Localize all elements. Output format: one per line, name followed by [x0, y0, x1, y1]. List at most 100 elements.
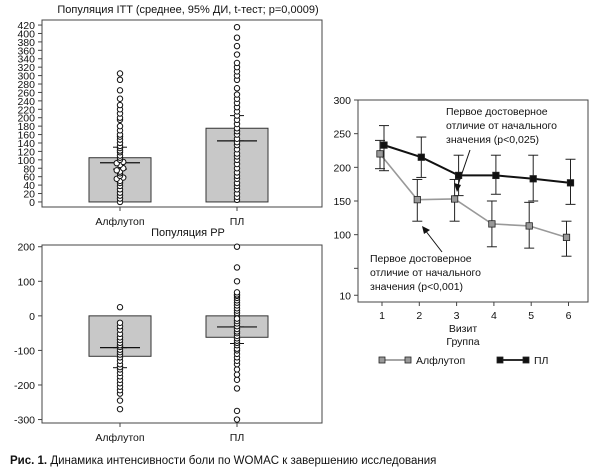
- data-point: [233, 51, 241, 58]
- x-tick-label: 5: [528, 310, 534, 322]
- series-marker: [525, 222, 533, 230]
- y-tick-label: 0: [29, 311, 35, 323]
- data-point: [233, 34, 241, 41]
- annotation-arrow: [424, 229, 443, 253]
- plot-frame: [41, 244, 323, 424]
- plot-frame: [41, 19, 323, 208]
- data-point: [233, 91, 241, 98]
- data-point: [116, 87, 124, 94]
- series-marker: [450, 195, 459, 203]
- series-marker: [376, 150, 384, 158]
- annotation-text: значения (p<0,025): [446, 134, 539, 146]
- y-tick-label: 0: [29, 197, 35, 209]
- data-point: [233, 42, 241, 50]
- series-marker: [529, 175, 537, 183]
- series-marker: [488, 220, 496, 228]
- data-point: [116, 319, 124, 326]
- caption-label: Рис. 1.: [10, 455, 48, 467]
- y-tick-label: 80: [23, 163, 35, 175]
- data-point: [233, 385, 241, 392]
- annotation-text: значения (p<0,001): [370, 281, 463, 293]
- data-point: [233, 243, 241, 250]
- annotation-text: отличие от начального: [370, 267, 481, 279]
- x-tick-label: ПЛ: [230, 216, 245, 228]
- data-point: [116, 76, 124, 84]
- y-tick-label: 160: [17, 130, 35, 142]
- series-marker: [492, 171, 500, 180]
- y-tick-label: 140: [17, 138, 35, 150]
- y-tick-label: 180: [17, 121, 35, 133]
- legend-marker: [496, 356, 504, 364]
- x-tick-label: 2: [416, 310, 422, 322]
- caption-text: Динамика интенсивности боли по WOMAC к з…: [47, 455, 437, 467]
- x-tick-label: 3: [454, 310, 460, 322]
- y-tick-label: 10: [339, 290, 351, 302]
- y-tick-label: 100: [17, 155, 35, 167]
- data-point: [116, 122, 124, 130]
- x-tick-label: 1: [379, 310, 385, 322]
- y-tick-label: 100: [333, 230, 351, 242]
- annotation-arrowhead: [454, 183, 461, 192]
- legend-marker: [378, 356, 386, 364]
- data-point: [116, 70, 124, 77]
- data-point: [233, 407, 241, 415]
- y-tick-label: -200: [14, 380, 35, 392]
- x-tick-label: ПЛ: [230, 432, 245, 444]
- data-point: [233, 278, 241, 285]
- y-tick-label: 250: [333, 129, 351, 141]
- annotation-arrow: [456, 149, 471, 189]
- data-point: [116, 405, 124, 413]
- series-marker: [413, 196, 421, 204]
- data-point: [233, 23, 241, 31]
- annotation-text: Первое достоверное: [446, 106, 548, 118]
- series-line: [379, 153, 567, 239]
- series-marker: [380, 141, 388, 149]
- legend-title: Группа: [446, 336, 479, 348]
- y-tick-label: 300: [333, 95, 351, 107]
- y-tick-label: 20: [23, 189, 35, 201]
- y-tick-label: 200: [17, 242, 35, 254]
- x-tick-label: Алфлутоп: [95, 432, 144, 444]
- series-marker: [417, 153, 425, 161]
- data-point: [116, 304, 124, 311]
- x-tick-label: Алфлутоп: [95, 216, 144, 228]
- y-tick-label: 60: [23, 172, 35, 184]
- y-tick-label: 200: [17, 113, 35, 125]
- y-tick-label: 280: [17, 79, 35, 91]
- y-tick-label: 380: [17, 37, 35, 49]
- y-tick-label: 120: [17, 146, 35, 158]
- series-line: [383, 144, 571, 184]
- y-tick-label: 360: [17, 45, 35, 57]
- y-tick-label: 220: [17, 104, 35, 116]
- pp-chart-title: Популяция PP: [151, 227, 225, 239]
- data-point: [116, 397, 124, 404]
- x-tick-label: 6: [566, 310, 572, 322]
- data-point: [233, 59, 241, 67]
- data-point: [233, 315, 241, 322]
- y-tick-label: -300: [14, 415, 35, 427]
- series-marker: [562, 233, 571, 241]
- data-point: [233, 289, 241, 296]
- data-point: [233, 85, 241, 92]
- annotation-text: отличие от начального: [446, 120, 557, 132]
- y-tick-label: 320: [17, 62, 35, 74]
- legend-label: ПЛ: [534, 355, 549, 367]
- annotation-text: Первое достоверное: [370, 253, 472, 265]
- x-axis-label: Визит: [449, 323, 478, 335]
- y-tick-label: 260: [17, 87, 35, 99]
- itt-chart-title: Популяция ITT (среднее, 95% ДИ, t-тест; …: [57, 4, 319, 16]
- legend-marker: [404, 356, 412, 364]
- data-point: [113, 167, 120, 174]
- annotation-arrowhead: [422, 226, 430, 234]
- y-tick-label: 200: [333, 162, 351, 174]
- data-point: [233, 416, 241, 423]
- y-tick-label: 40: [23, 180, 35, 192]
- x-tick-label: 4: [491, 310, 497, 322]
- legend-marker: [522, 356, 530, 364]
- legend-label: Алфлутоп: [416, 355, 465, 367]
- y-tick-label: 400: [17, 28, 35, 40]
- y-tick-label: 100: [17, 276, 35, 288]
